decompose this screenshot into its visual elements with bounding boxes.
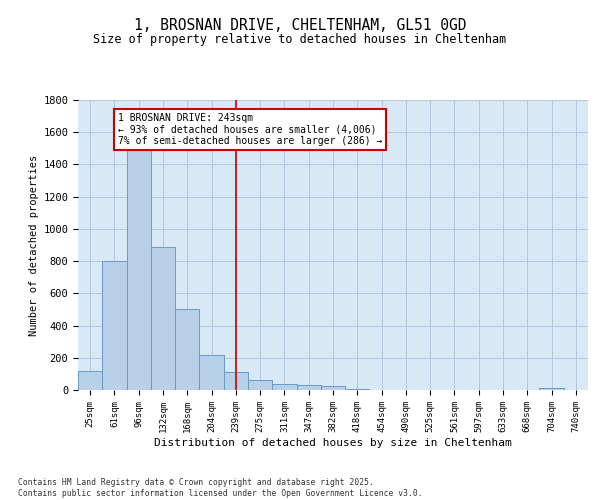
- X-axis label: Distribution of detached houses by size in Cheltenham: Distribution of detached houses by size …: [154, 438, 512, 448]
- Bar: [321, 386, 345, 390]
- Y-axis label: Number of detached properties: Number of detached properties: [29, 154, 39, 336]
- Text: Contains HM Land Registry data © Crown copyright and database right 2025.
Contai: Contains HM Land Registry data © Crown c…: [18, 478, 422, 498]
- Bar: [224, 372, 248, 390]
- Bar: [539, 388, 564, 390]
- Bar: [345, 388, 370, 390]
- Text: Size of property relative to detached houses in Cheltenham: Size of property relative to detached ho…: [94, 32, 506, 46]
- Text: 1 BROSNAN DRIVE: 243sqm
← 93% of detached houses are smaller (4,006)
7% of semi-: 1 BROSNAN DRIVE: 243sqm ← 93% of detache…: [118, 113, 382, 146]
- Bar: [199, 356, 224, 390]
- Bar: [151, 248, 175, 390]
- Bar: [272, 384, 296, 390]
- Bar: [248, 380, 272, 390]
- Bar: [102, 261, 127, 390]
- Bar: [175, 310, 199, 390]
- Bar: [296, 385, 321, 390]
- Text: 1, BROSNAN DRIVE, CHELTENHAM, GL51 0GD: 1, BROSNAN DRIVE, CHELTENHAM, GL51 0GD: [134, 18, 466, 32]
- Bar: [127, 148, 151, 390]
- Bar: [78, 370, 102, 390]
